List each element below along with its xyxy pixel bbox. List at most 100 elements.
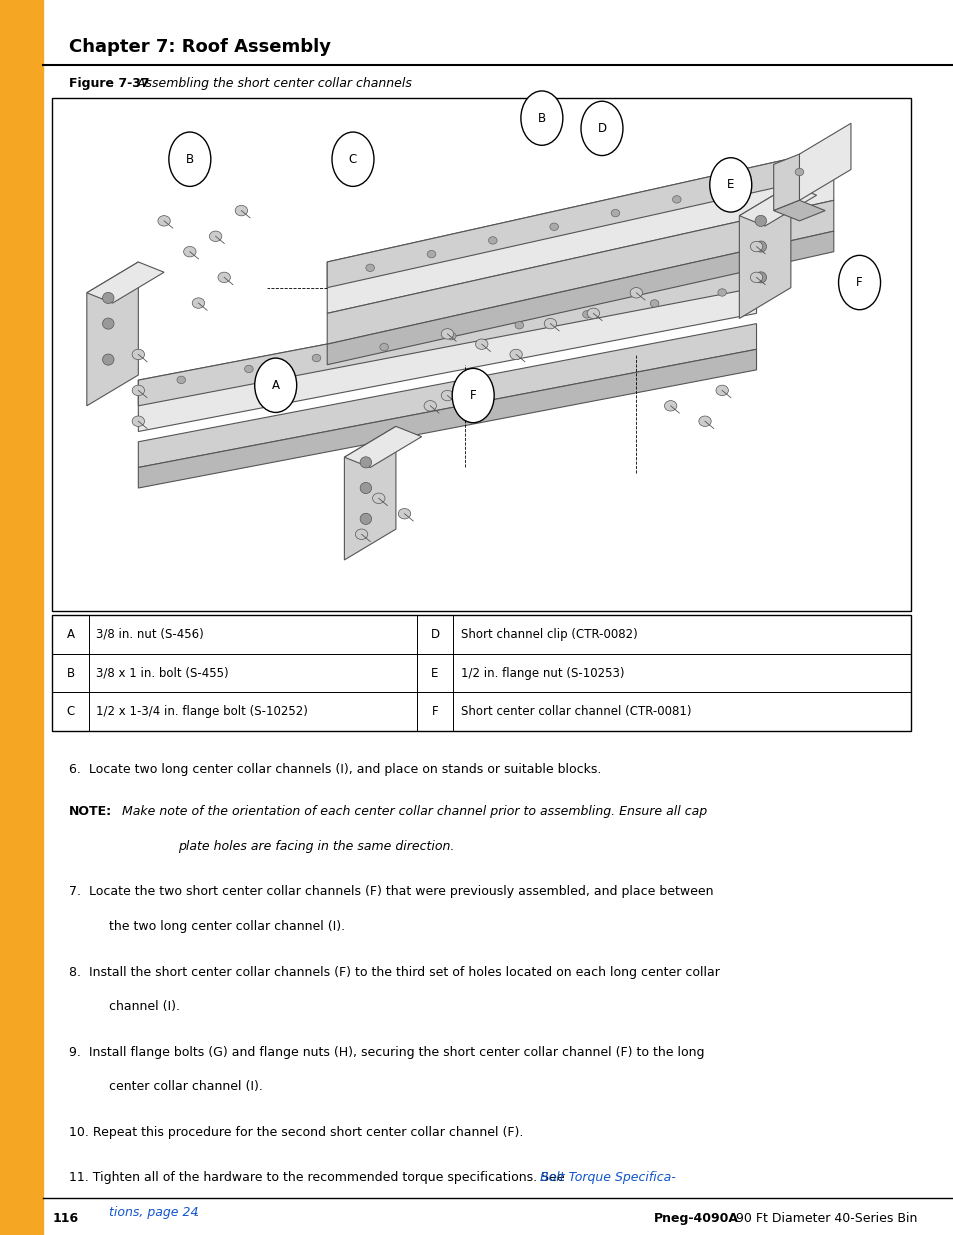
- Text: Figure 7-37: Figure 7-37: [69, 78, 150, 90]
- Ellipse shape: [794, 168, 802, 175]
- Text: 8.  Install the short center collar channels (F) to the third set of holes locat: 8. Install the short center collar chann…: [69, 966, 719, 978]
- Circle shape: [520, 91, 562, 146]
- Text: F: F: [856, 275, 862, 289]
- Ellipse shape: [755, 215, 766, 226]
- Ellipse shape: [132, 350, 145, 359]
- Ellipse shape: [650, 300, 659, 308]
- Circle shape: [580, 101, 622, 156]
- Polygon shape: [138, 262, 756, 406]
- Ellipse shape: [102, 319, 114, 330]
- Text: B: B: [67, 667, 74, 679]
- Ellipse shape: [488, 237, 497, 245]
- Ellipse shape: [715, 385, 728, 395]
- Ellipse shape: [244, 366, 253, 373]
- Polygon shape: [138, 350, 756, 488]
- Polygon shape: [87, 262, 164, 303]
- Text: C: C: [67, 705, 74, 719]
- Text: 6.  Locate two long center collar channels (I), and place on stands or suitable : 6. Locate two long center collar channel…: [69, 763, 600, 777]
- Ellipse shape: [629, 288, 642, 298]
- Text: D: D: [430, 627, 439, 641]
- Polygon shape: [327, 231, 833, 364]
- Circle shape: [332, 132, 374, 186]
- Ellipse shape: [365, 264, 374, 272]
- Text: A: A: [67, 627, 74, 641]
- Polygon shape: [344, 426, 421, 468]
- Polygon shape: [799, 124, 850, 200]
- Text: Assembling the short center collar channels: Assembling the short center collar chann…: [132, 78, 411, 90]
- Ellipse shape: [102, 354, 114, 366]
- Text: D: D: [597, 122, 606, 135]
- Circle shape: [254, 358, 296, 412]
- Ellipse shape: [447, 332, 456, 340]
- Ellipse shape: [509, 350, 522, 359]
- Polygon shape: [327, 149, 833, 288]
- Ellipse shape: [586, 308, 598, 319]
- Text: B: B: [186, 153, 193, 165]
- Text: Pneg-4090A: Pneg-4090A: [653, 1213, 738, 1225]
- Ellipse shape: [755, 272, 766, 283]
- Bar: [52, 615, 910, 731]
- Bar: [52, 653, 910, 693]
- Ellipse shape: [663, 400, 677, 411]
- Ellipse shape: [102, 293, 114, 304]
- Ellipse shape: [217, 272, 230, 283]
- Text: F: F: [470, 389, 476, 403]
- Text: Short channel clip (CTR-0082): Short channel clip (CTR-0082): [460, 627, 637, 641]
- Ellipse shape: [379, 343, 388, 351]
- Ellipse shape: [423, 400, 436, 411]
- Ellipse shape: [183, 247, 195, 257]
- Ellipse shape: [440, 390, 454, 401]
- Ellipse shape: [132, 416, 145, 426]
- Polygon shape: [327, 149, 833, 314]
- Ellipse shape: [312, 354, 320, 362]
- Ellipse shape: [427, 251, 436, 258]
- Ellipse shape: [359, 483, 371, 494]
- Polygon shape: [344, 426, 395, 559]
- Circle shape: [452, 368, 494, 422]
- Text: NOTE:: NOTE:: [69, 805, 112, 819]
- Polygon shape: [327, 200, 833, 345]
- Text: B: B: [537, 111, 545, 125]
- Text: 7.  Locate the two short center collar channels (F) that were previously assembl: 7. Locate the two short center collar ch…: [69, 885, 713, 899]
- Ellipse shape: [549, 224, 558, 231]
- Bar: [52, 693, 910, 731]
- Bar: [52, 98, 910, 611]
- Polygon shape: [773, 154, 799, 211]
- Polygon shape: [138, 324, 756, 468]
- Ellipse shape: [543, 319, 556, 329]
- Polygon shape: [138, 262, 756, 431]
- Text: Bolt Torque Specifica-: Bolt Torque Specifica-: [539, 1171, 675, 1184]
- Text: Chapter 7: Roof Assembly: Chapter 7: Roof Assembly: [69, 38, 331, 56]
- Text: 90 Ft Diameter 40-Series Bin: 90 Ft Diameter 40-Series Bin: [731, 1213, 916, 1225]
- Text: tions, page 24: tions, page 24: [109, 1205, 198, 1219]
- Ellipse shape: [355, 529, 367, 540]
- Ellipse shape: [749, 272, 762, 283]
- Ellipse shape: [176, 377, 185, 384]
- Text: E: E: [726, 178, 734, 191]
- Text: .: .: [194, 1205, 198, 1219]
- Ellipse shape: [234, 205, 247, 216]
- Ellipse shape: [515, 321, 523, 329]
- Text: 116: 116: [52, 1213, 78, 1225]
- Ellipse shape: [440, 329, 454, 340]
- Circle shape: [838, 256, 880, 310]
- Ellipse shape: [209, 231, 221, 242]
- Text: 9.  Install flange bolts (G) and flange nuts (H), securing the short center coll: 9. Install flange bolts (G) and flange n…: [69, 1046, 703, 1058]
- Text: 3/8 in. nut (S-456): 3/8 in. nut (S-456): [96, 627, 204, 641]
- Ellipse shape: [749, 241, 762, 252]
- Ellipse shape: [475, 338, 487, 350]
- Text: E: E: [431, 667, 438, 679]
- Polygon shape: [739, 185, 790, 319]
- Text: 1/2 in. flange nut (S-10253): 1/2 in. flange nut (S-10253): [460, 667, 623, 679]
- Ellipse shape: [755, 241, 766, 252]
- Ellipse shape: [192, 298, 204, 309]
- Polygon shape: [87, 262, 138, 406]
- Text: center collar channel (I).: center collar channel (I).: [109, 1081, 262, 1093]
- Text: C: C: [349, 153, 356, 165]
- Text: 3/8 x 1 in. bolt (S-455): 3/8 x 1 in. bolt (S-455): [96, 667, 229, 679]
- Polygon shape: [773, 200, 824, 221]
- Ellipse shape: [132, 385, 145, 395]
- Text: the two long center collar channel (I).: the two long center collar channel (I).: [109, 920, 345, 934]
- Text: channel (I).: channel (I).: [109, 1000, 179, 1013]
- Ellipse shape: [733, 182, 741, 189]
